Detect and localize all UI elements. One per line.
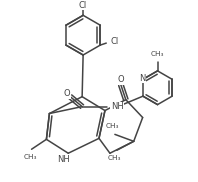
Text: NH: NH [111,102,124,111]
Text: Cl: Cl [79,1,87,10]
Text: CH₃: CH₃ [24,154,37,160]
Text: CH₃: CH₃ [151,51,164,57]
Text: O: O [64,89,70,98]
Text: Cl: Cl [110,37,118,46]
Text: CH₃: CH₃ [107,155,121,161]
Text: N: N [139,74,145,83]
Text: O: O [118,75,124,84]
Text: NH: NH [57,155,70,164]
Text: CH₃: CH₃ [105,123,119,129]
